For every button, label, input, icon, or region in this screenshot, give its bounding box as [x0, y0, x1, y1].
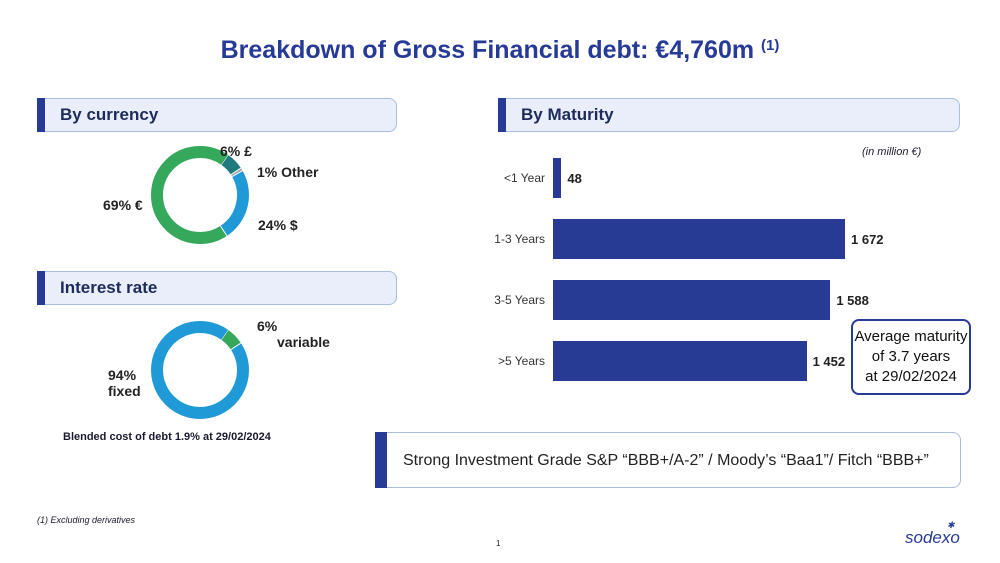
label-fixed: 94% fixed — [108, 367, 141, 399]
donut-slice — [220, 170, 249, 236]
by-maturity-header: By Maturity — [498, 98, 960, 132]
donut-slice — [151, 321, 249, 419]
label-other: 1% Other — [257, 164, 319, 180]
avg-line-3: at 29/02/2024 — [865, 368, 957, 385]
page-title: Breakdown of Gross Financial debt: €4,76… — [220, 36, 780, 64]
slice-separator — [219, 225, 228, 237]
rating-banner: Strong Investment Grade S&P “BBB+/A-2” /… — [375, 432, 961, 488]
bar-category-label: 1-3 Years — [494, 232, 545, 246]
sodexo-logo: sodexo ✱ — [905, 520, 960, 547]
currency-donut — [151, 146, 249, 244]
slice-separator — [231, 170, 243, 178]
label-variable-pct: 6% — [257, 318, 278, 334]
label-eur: 69% € — [103, 197, 143, 213]
bar-value-label: 1 672 — [851, 232, 884, 247]
average-maturity-box: Average maturity of 3.7 years at 29/02/2… — [851, 319, 971, 395]
footnote: (1) Excluding derivatives — [37, 515, 136, 525]
donut-slice — [221, 154, 241, 175]
bar-category-label: 3-5 Years — [494, 293, 545, 307]
bar — [553, 219, 845, 259]
slice-separator — [230, 342, 242, 351]
interest-donut — [151, 321, 249, 419]
avg-line-2: of 3.7 years — [871, 348, 951, 365]
page-number: 1 — [496, 539, 501, 548]
bar-value-label: 48 — [567, 171, 582, 186]
slice-separator — [230, 167, 242, 176]
bar — [553, 341, 807, 381]
label-variable: variable — [277, 334, 330, 350]
donut-slice — [151, 146, 229, 244]
unit-note: (in million €) — [862, 146, 922, 158]
blended-cost: Blended cost of debt 1.9% at 29/02/2024 — [63, 431, 271, 443]
donut-slice — [221, 329, 241, 350]
bar-category-label: >5 Years — [497, 354, 545, 368]
bar — [553, 280, 831, 320]
avg-line-1: Average maturity — [854, 328, 968, 345]
bar-category-label: <1 Year — [503, 171, 545, 185]
bar-value-label: 1 588 — [836, 293, 869, 308]
bar-value-label: 1 452 — [812, 354, 846, 369]
interest-rate-header: Interest rate — [37, 271, 397, 305]
by-currency-header: By currency — [37, 98, 397, 132]
bar — [553, 158, 562, 198]
label-usd: 24% $ — [258, 217, 298, 233]
label-gbp: 6% £ — [220, 143, 252, 159]
